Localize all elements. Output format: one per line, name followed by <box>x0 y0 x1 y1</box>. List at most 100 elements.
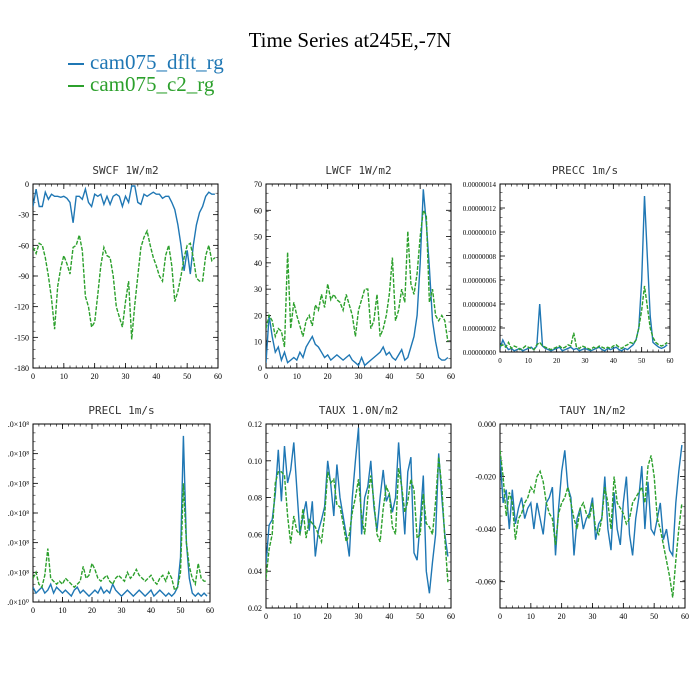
x-tick-label: 40 <box>147 606 155 615</box>
panel-1: LWCF 1W/m2 0 10 20 30 40 50 60 0 10 20 30 40 50 60 70 <box>254 164 455 381</box>
y-tick-label: 10 <box>254 338 262 347</box>
legend-label: cam075_dflt_rg <box>90 50 224 74</box>
panel-title: PRECL 1m/s <box>88 404 154 417</box>
y-tick-label: 0.00000002 <box>463 325 497 333</box>
x-tick-label: 0 <box>498 357 502 365</box>
x-tick-label: 40 <box>610 357 618 365</box>
y-tick-label: 0.00000008 <box>463 253 497 261</box>
panel-4: TAUX 1.0N/m2 0 10 20 30 40 50 60 0.02 0.04 0.06 0.0… <box>248 404 455 621</box>
y-tick-label: .0×10⁸ <box>8 450 30 459</box>
legend-label: cam075_c2_rg <box>90 72 215 96</box>
x-tick-label: 30 <box>355 372 363 381</box>
y-tick-label: 70 <box>254 180 262 189</box>
series-line-dflt <box>500 444 683 558</box>
series-line-dflt <box>33 185 215 275</box>
legend-entry-c2: cam075_c2_rg <box>68 72 214 97</box>
y-tick-label: 0.02 <box>248 604 262 613</box>
x-tick-label: 40 <box>385 612 393 621</box>
legend-entry-dflt: cam075_dflt_rg <box>68 50 224 75</box>
y-tick-label: 0.10 <box>248 457 262 466</box>
figure-title: Time Series at245E,-7N <box>248 28 452 52</box>
panel-0: SWCF 1W/m2 0 10 20 30 40 50 60 0 -30 -60 -90 -120 -15… <box>14 164 222 381</box>
x-tick-label: 10 <box>293 372 301 381</box>
x-tick-label: 10 <box>293 612 301 621</box>
y-tick-label: 20 <box>254 311 262 320</box>
series-line-c2 <box>33 483 207 592</box>
x-tick-label: 0 <box>264 372 268 381</box>
x-tick-label: 50 <box>638 357 646 365</box>
y-tick-label: -150 <box>14 333 29 342</box>
y-tick-label: -0.040 <box>475 525 496 534</box>
x-tick-label: 0 <box>498 612 502 621</box>
y-tick-label: 0.00000006 <box>463 277 497 285</box>
y-tick-label: -30 <box>18 211 29 220</box>
panel-title: TAUY 1N/m2 <box>559 404 625 417</box>
x-tick-label: 60 <box>447 612 455 621</box>
y-tick-label: 60 <box>254 206 262 215</box>
y-tick-label: 0.04 <box>248 567 262 576</box>
legend-swatch-blue <box>68 63 84 66</box>
series-line-dflt <box>266 427 449 594</box>
x-tick-label: 50 <box>183 372 191 381</box>
x-tick-label: 50 <box>416 612 424 621</box>
y-tick-label: .0×10⁰ <box>7 598 29 607</box>
series-line-c2 <box>33 228 216 340</box>
x-tick-label: 30 <box>589 612 597 621</box>
x-tick-label: 0 <box>31 606 35 615</box>
x-tick-label: 20 <box>558 612 566 621</box>
series-line-c2 <box>266 208 449 348</box>
y-tick-label: 40 <box>254 259 262 268</box>
y-tick-label: 0.08 <box>248 494 262 503</box>
y-tick-label: 0 <box>25 180 29 189</box>
x-tick-label: 30 <box>582 357 590 365</box>
x-tick-label: 0 <box>264 612 268 621</box>
panel-title: LWCF 1W/m2 <box>325 164 391 177</box>
x-tick-label: 50 <box>177 606 185 615</box>
x-tick-label: 20 <box>91 372 99 381</box>
x-tick-label: 10 <box>60 372 68 381</box>
x-tick-label: 20 <box>324 372 332 381</box>
y-tick-label: .0×10⁸ <box>8 539 30 548</box>
x-tick-label: 10 <box>525 357 533 365</box>
y-tick-label: .0×10⁸ <box>8 479 30 488</box>
y-tick-label: -90 <box>18 272 29 281</box>
series-line-c2 <box>500 285 668 351</box>
x-tick-label: 60 <box>206 606 214 615</box>
y-tick-label: 0.00000000 <box>463 349 497 357</box>
series-line-dflt <box>266 189 449 367</box>
panel-title: TAUX 1.0N/m2 <box>319 404 398 417</box>
y-tick-label: 0.000 <box>478 420 496 429</box>
y-tick-label: 0.06 <box>248 530 262 539</box>
y-tick-label: 0.00000014 <box>463 181 497 189</box>
x-tick-label: 40 <box>152 372 160 381</box>
panel-title: SWCF 1W/m2 <box>92 164 158 177</box>
y-tick-label: -60 <box>18 241 29 250</box>
x-tick-label: 20 <box>553 357 561 365</box>
y-tick-label: .0×10⁸ <box>8 568 30 577</box>
y-tick-label: 30 <box>254 285 262 294</box>
x-tick-label: 60 <box>667 357 675 365</box>
series-line-dflt <box>500 195 668 352</box>
x-tick-label: 0 <box>31 372 35 381</box>
legend-swatch-green <box>68 85 84 88</box>
y-tick-label: -180 <box>14 364 29 373</box>
x-tick-label: 10 <box>527 612 535 621</box>
x-tick-label: 60 <box>214 372 222 381</box>
series-line-c2 <box>266 457 449 583</box>
x-tick-label: 60 <box>447 372 455 381</box>
panel-5: TAUY 1N/m2 0 10 20 30 40 50 60 0.000 -0.020 -0.040… <box>475 404 689 621</box>
panel-title: PRECC 1m/s <box>552 164 618 177</box>
x-tick-label: 20 <box>88 606 96 615</box>
y-tick-label: 0.00000012 <box>463 205 497 213</box>
y-tick-label: -120 <box>14 303 29 312</box>
x-tick-label: 10 <box>59 606 67 615</box>
y-tick-label: 0.00000004 <box>463 301 497 309</box>
x-tick-label: 40 <box>619 612 627 621</box>
y-tick-label: 0 <box>258 364 262 373</box>
y-tick-label: -0.020 <box>475 473 496 482</box>
x-tick-label: 30 <box>118 606 126 615</box>
y-tick-label: .0×10⁸ <box>8 420 30 429</box>
series-line-c2 <box>500 450 683 598</box>
y-tick-label: -0.060 <box>475 578 496 587</box>
